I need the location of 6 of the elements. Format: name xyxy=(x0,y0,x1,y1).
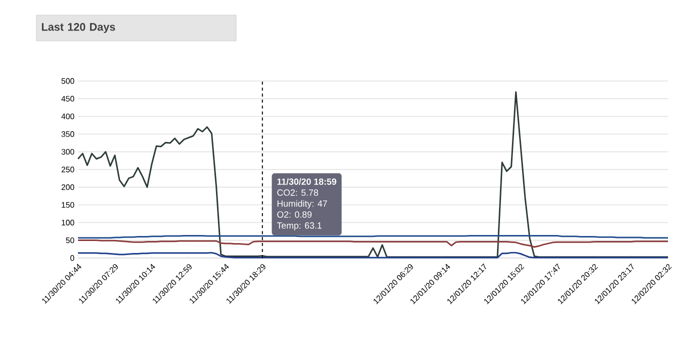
chart-title: Last 120 Days xyxy=(42,23,116,33)
annotation: O2: 0.89 xyxy=(277,211,312,218)
annotation: 11/30/20 18:59 xyxy=(277,178,336,185)
annotation: Temp: 63.1 xyxy=(277,222,322,230)
annotation: CO2: 5.78 xyxy=(277,189,318,196)
annotation: Humidity: 47 xyxy=(278,200,327,209)
